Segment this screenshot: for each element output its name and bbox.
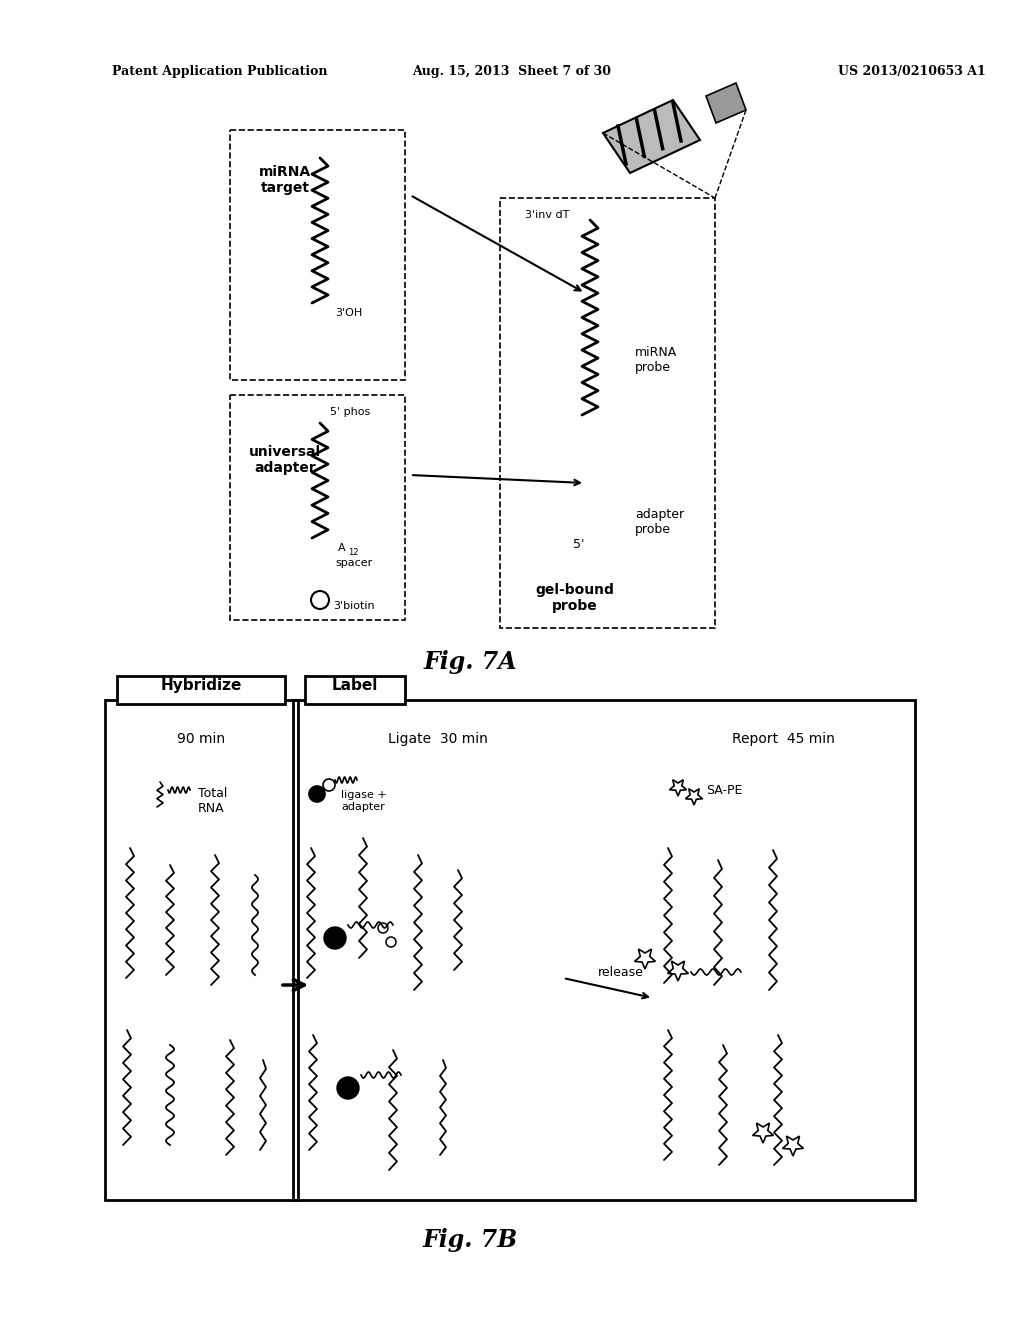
Text: 3'inv dT: 3'inv dT <box>525 210 569 220</box>
Circle shape <box>309 785 325 803</box>
Text: release: release <box>598 966 644 979</box>
Text: 5' phos: 5' phos <box>330 407 371 417</box>
Text: Aug. 15, 2013  Sheet 7 of 30: Aug. 15, 2013 Sheet 7 of 30 <box>413 65 611 78</box>
Text: spacer: spacer <box>335 558 373 568</box>
Circle shape <box>324 927 346 949</box>
Circle shape <box>337 1077 359 1100</box>
Polygon shape <box>706 83 746 123</box>
Text: 5': 5' <box>573 539 585 550</box>
Text: Fig. 7B: Fig. 7B <box>422 1228 517 1251</box>
Text: Ligate  30 min: Ligate 30 min <box>388 733 488 746</box>
FancyBboxPatch shape <box>117 676 285 704</box>
Text: miRNA
probe: miRNA probe <box>635 346 677 374</box>
FancyBboxPatch shape <box>305 676 406 704</box>
Text: SA-PE: SA-PE <box>706 784 742 796</box>
Text: Label: Label <box>332 678 378 693</box>
Text: 3'OH: 3'OH <box>335 308 362 318</box>
Text: A: A <box>338 543 346 553</box>
Text: Total
RNA: Total RNA <box>198 787 227 814</box>
Text: ligase +
adapter: ligase + adapter <box>341 789 387 812</box>
Text: gel-bound
probe: gel-bound probe <box>536 583 614 614</box>
Text: Report  45 min: Report 45 min <box>731 733 835 746</box>
Text: Patent Application Publication: Patent Application Publication <box>112 65 328 78</box>
Text: universal
adapter: universal adapter <box>249 445 322 475</box>
Text: miRNA
target: miRNA target <box>259 165 311 195</box>
Text: 90 min: 90 min <box>177 733 225 746</box>
Polygon shape <box>603 100 700 173</box>
Text: Hybridize: Hybridize <box>161 678 242 693</box>
Text: adapter
probe: adapter probe <box>635 508 684 536</box>
Text: US 2013/0210653 A1: US 2013/0210653 A1 <box>838 65 986 78</box>
Text: 3'biotin: 3'biotin <box>333 601 375 611</box>
Text: Fig. 7A: Fig. 7A <box>423 649 517 675</box>
Text: 12: 12 <box>348 548 358 557</box>
